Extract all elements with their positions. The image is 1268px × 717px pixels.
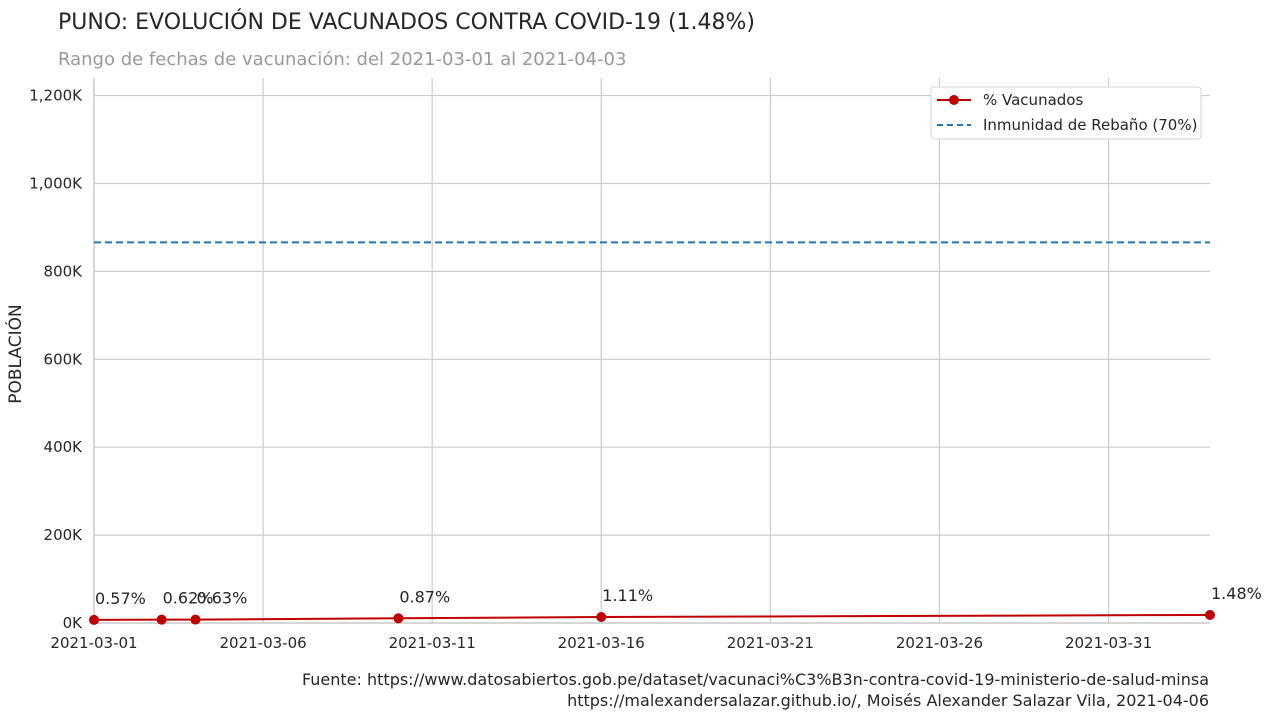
x-tick-label: 2021-03-11 — [389, 634, 476, 652]
x-tick-label: 2021-03-06 — [219, 634, 306, 652]
source-line-1: Fuente: https://www.datosabiertos.gob.pe… — [302, 670, 1209, 689]
data-labels: 0.57% 0.62%0.63% 0.87% 1.11% 1.48% — [95, 584, 1262, 608]
y-tick-label: 1,000K — [29, 174, 83, 192]
vaccinated-point — [190, 614, 201, 625]
x-tick-label: 2021-03-21 — [727, 634, 814, 652]
vaccinated-line — [93, 613, 1211, 621]
x-tick-label: 2021-03-01 — [50, 634, 137, 652]
vaccinated-point — [89, 614, 99, 625]
vaccinated-point — [1205, 609, 1215, 620]
y-tick-label: 600K — [44, 350, 84, 368]
data-label: 0.57% — [95, 589, 146, 608]
legend: % Vacunados Inmunidad de Rebaño (70%) — [930, 86, 1202, 140]
chart-subtitle: Rango de fechas de vacunación: del 2021-… — [58, 49, 626, 70]
series — [89, 241, 1215, 625]
vaccinated-point — [596, 611, 607, 622]
x-tick-label: 2021-03-16 — [558, 634, 645, 652]
y-tick-label: 800K — [44, 262, 84, 280]
vaccinated-point — [393, 613, 404, 624]
y-axis-label: POBLACIÓN — [4, 304, 26, 403]
gridlines — [94, 78, 1210, 624]
y-tick-label: 0K — [63, 614, 84, 632]
legend-label-vaccinated: % Vacunados — [983, 91, 1083, 109]
x-tick-label: 2021-03-31 — [1065, 634, 1152, 652]
x-tick-label: 2021-03-26 — [896, 634, 983, 652]
data-label: 1.11% — [602, 586, 653, 605]
data-label: 0.62% — [163, 589, 214, 608]
data-label: 0.87% — [399, 587, 450, 606]
source-line-2: https://malexandersalazar.github.io/, Mo… — [567, 691, 1209, 710]
axes: 0K 200K 400K 600K 800K 1,000K 1,200K 2021-03-01… — [29, 78, 1210, 652]
chart-title: PUNO: EVOLUCIÓN DE VACUNADOS CONTRA COVI… — [58, 9, 755, 35]
data-label: 1.48% — [1211, 584, 1262, 603]
y-tick-label: 1,200K — [29, 87, 83, 105]
legend-label-herd-immunity: Inmunidad de Rebaño (70%) — [983, 116, 1197, 134]
y-tick-label: 400K — [44, 438, 84, 456]
vaccinated-point — [156, 614, 167, 625]
legend-frame — [930, 86, 1202, 140]
y-tick-label: 200K — [44, 526, 84, 544]
legend-marker-vaccinated — [949, 95, 959, 105]
data-label: 0.63% — [196, 589, 247, 608]
